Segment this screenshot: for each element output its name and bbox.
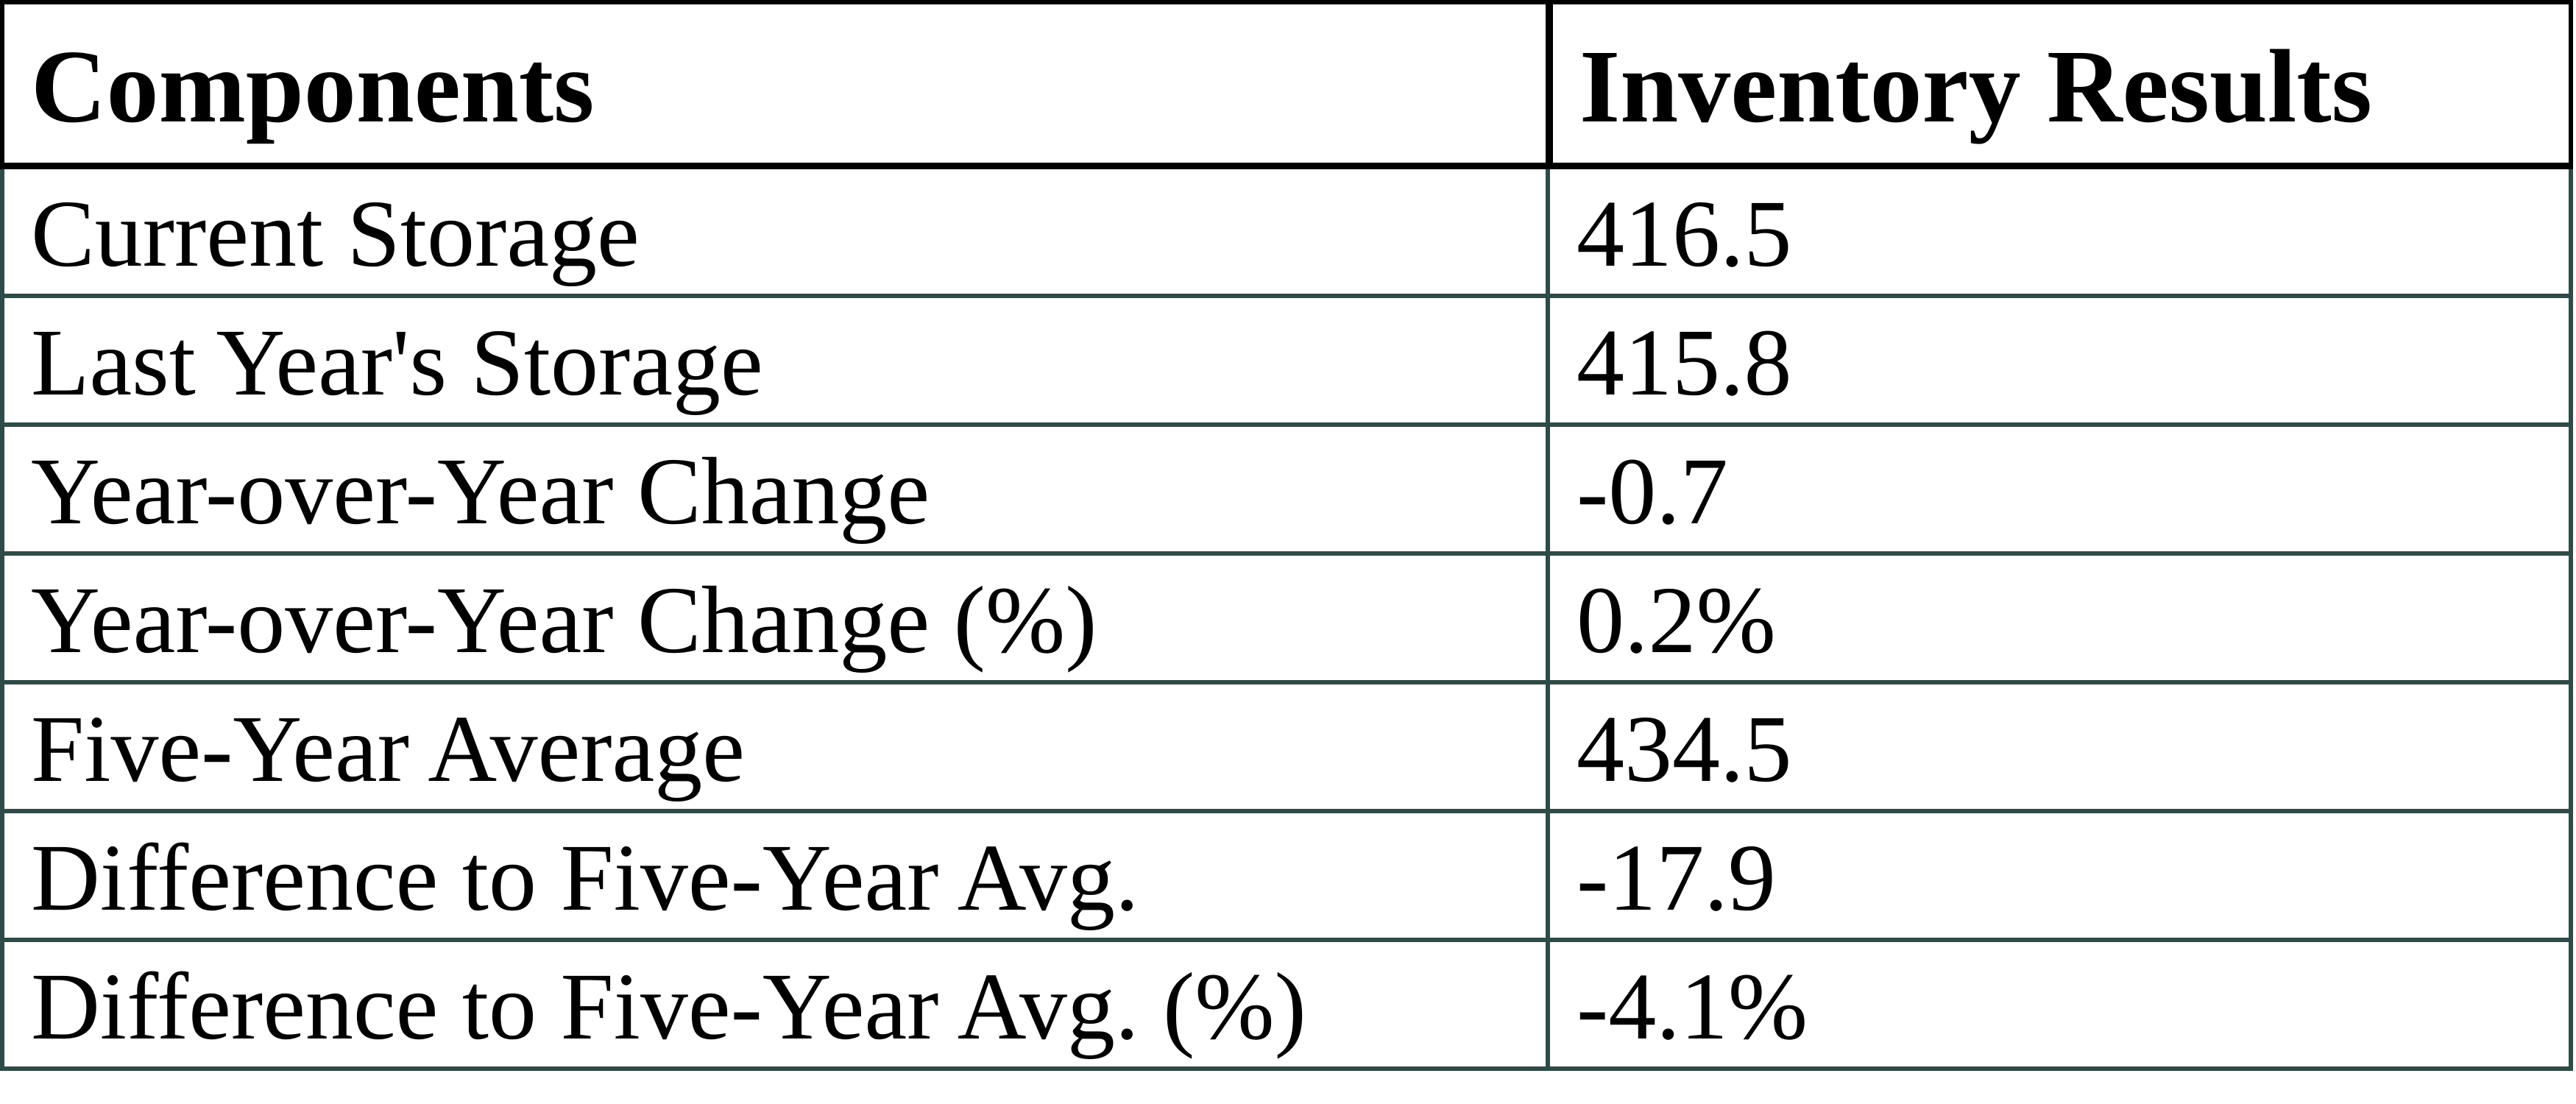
row-label-yoy-change: Year-over-Year Change — [0, 427, 1546, 556]
row-label-five-year-average: Five-Year Average — [0, 684, 1546, 813]
header-cell-components: Components — [0, 0, 1546, 169]
row-value-diff-five-year-avg-pct: -4.1% — [1546, 942, 2573, 1071]
row-value-current-storage: 416.5 — [1546, 169, 2573, 298]
row-label-diff-five-year-avg: Difference to Five-Year Avg. — [0, 813, 1546, 942]
row-label-yoy-change-pct: Year-over-Year Change (%) — [0, 556, 1546, 684]
row-label-diff-five-year-avg-pct: Difference to Five-Year Avg. (%) — [0, 942, 1546, 1071]
row-value-diff-five-year-avg: -17.9 — [1546, 813, 2573, 942]
header-cell-inventory-results: Inventory Results — [1546, 0, 2573, 169]
row-label-last-years-storage: Last Year's Storage — [0, 298, 1546, 427]
row-value-yoy-change-pct: 0.2% — [1546, 556, 2573, 684]
row-label-current-storage: Current Storage — [0, 169, 1546, 298]
row-value-five-year-average: 434.5 — [1546, 684, 2573, 813]
row-value-yoy-change: -0.7 — [1546, 427, 2573, 556]
row-value-last-years-storage: 415.8 — [1546, 298, 2573, 427]
inventory-results-table: Components Inventory Results Current Sto… — [0, 0, 2573, 1071]
